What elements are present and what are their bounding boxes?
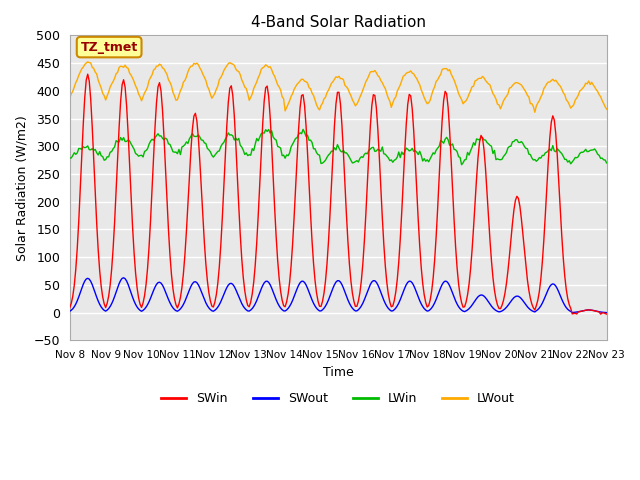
- Text: TZ_tmet: TZ_tmet: [81, 41, 138, 54]
- Y-axis label: Solar Radiation (W/m2): Solar Radiation (W/m2): [15, 115, 28, 261]
- X-axis label: Time: Time: [323, 366, 353, 379]
- Legend: SWin, SWout, LWin, LWout: SWin, SWout, LWin, LWout: [156, 387, 520, 410]
- Title: 4-Band Solar Radiation: 4-Band Solar Radiation: [251, 15, 426, 30]
